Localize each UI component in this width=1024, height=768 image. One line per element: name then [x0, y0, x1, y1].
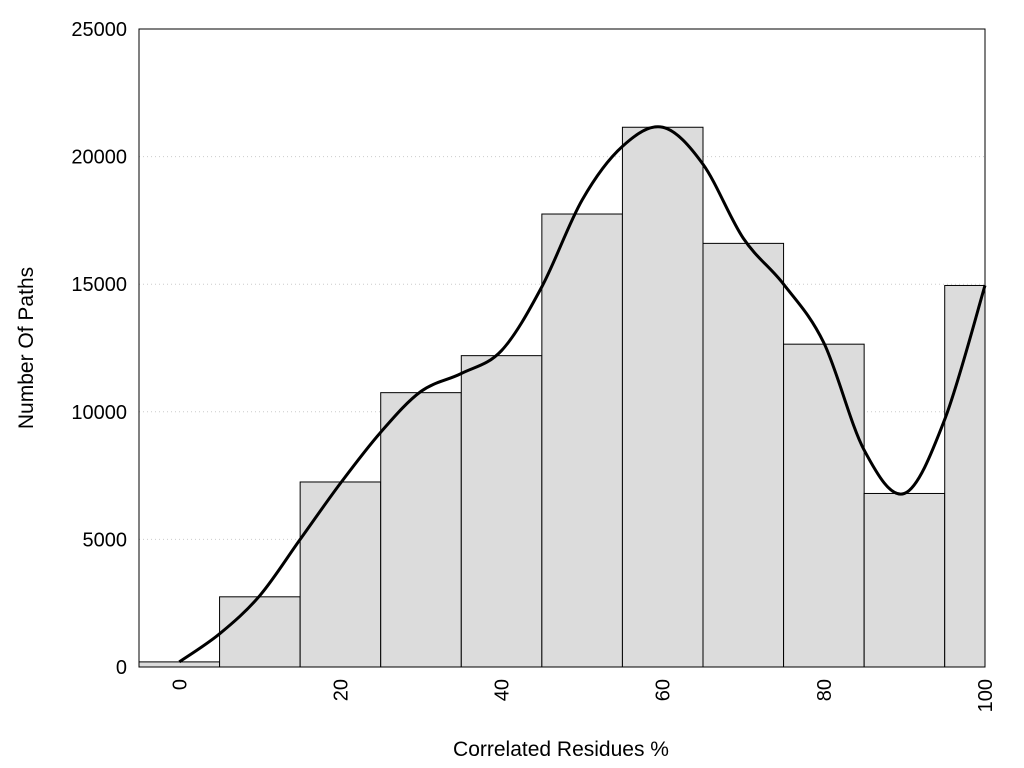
histogram-bar — [299, 481, 382, 668]
x-tick-label: 20 — [330, 679, 352, 701]
histogram-bar — [944, 284, 986, 668]
x-tick-label: 60 — [653, 679, 675, 701]
histogram-bar — [380, 392, 462, 668]
bar-layer — [138, 126, 986, 668]
y-axis-label: Number Of Paths — [15, 267, 38, 429]
histogram-bar — [219, 596, 301, 668]
plot-frame — [138, 28, 986, 668]
histogram-bar — [460, 355, 543, 668]
y-tick-label: 20000 — [71, 147, 127, 169]
x-tick-label: 40 — [492, 679, 514, 701]
x-tick-label: 100 — [975, 679, 997, 712]
x-tick-labels: 0 20 40 60 80 100 — [169, 679, 997, 712]
y-tick-label: 15000 — [71, 274, 127, 296]
y-tick-label: 5000 — [83, 529, 128, 551]
histogram-bar — [783, 343, 865, 668]
y-tick-label: 10000 — [71, 402, 127, 424]
x-axis-label: Correlated Residues % — [453, 738, 669, 761]
x-tick-label: 0 — [169, 679, 191, 690]
y-tick-label: 0 — [116, 657, 127, 679]
histogram-bar — [138, 661, 221, 668]
histogram-bar — [541, 213, 623, 668]
density-curve — [178, 125, 987, 664]
curve-layer — [178, 125, 987, 664]
x-tick-label: 80 — [814, 679, 836, 701]
histogram-bar — [863, 492, 946, 668]
histogram-bar — [621, 126, 704, 668]
y-tick-label: 25000 — [71, 19, 127, 41]
histogram-bar — [702, 242, 785, 668]
y-tick-labels: 0 5000 10000 15000 20000 25000 — [71, 19, 127, 679]
